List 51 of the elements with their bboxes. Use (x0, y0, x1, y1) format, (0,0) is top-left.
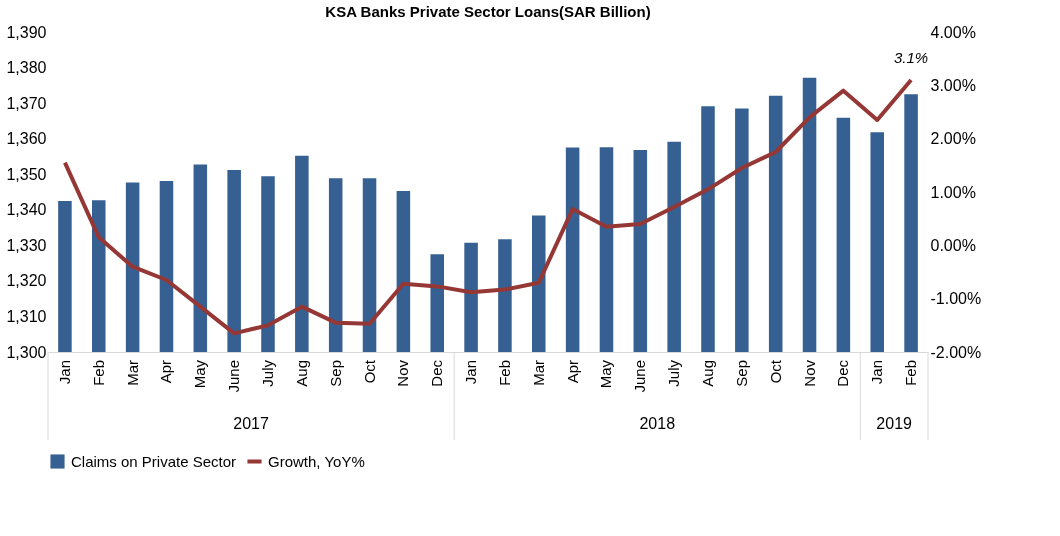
y2-tick-label: 4.00% (930, 23, 976, 41)
y2-tick-label: -1.00% (930, 290, 982, 308)
x-tick-label: Feb (89, 360, 107, 386)
legend-label: Growth, YoY% (268, 452, 365, 470)
y-tick-label: 1,330 (6, 236, 47, 254)
x-tick-label: Aug (699, 360, 716, 387)
y2-tick-label: 2.00% (930, 130, 976, 148)
x-tick-label: Oct (766, 359, 784, 384)
y-tick-label: 1,390 (6, 23, 47, 41)
x-tick-label: May (597, 359, 615, 389)
y-tick-label: 1,370 (6, 94, 47, 112)
x-tick-label: July (259, 359, 276, 387)
x-tick-label: Mar (123, 360, 141, 386)
x-tick-label: Sep (326, 360, 344, 387)
text: 2019 (876, 415, 913, 432)
x-tick-label: Dec (428, 359, 446, 387)
text: 2018 (639, 415, 676, 432)
legend-label: Claims on Private Sector (71, 452, 237, 470)
x-tick-label: Jan (55, 360, 73, 385)
text: 2017 (233, 415, 269, 432)
y2-tick-label: 3.00% (930, 76, 976, 94)
x-tick-label: Feb (495, 360, 513, 386)
x-tick-label: July (665, 359, 683, 387)
data-label: 3.1% (893, 49, 929, 66)
x-tick-label: Apr (563, 360, 581, 384)
x-tick-label: Jan (462, 360, 480, 385)
x-tick-label: Feb (902, 360, 920, 386)
x-tick-label: Oct (360, 359, 378, 384)
y2-tick-label: -2.00% (930, 343, 982, 361)
x-tick-label: Apr (157, 360, 175, 384)
x-tick-label: Jan (868, 360, 886, 385)
y-tick-label: 1,310 (6, 307, 47, 325)
x-tick-label: Aug (292, 360, 310, 387)
x-tick-label: Nov (800, 359, 818, 387)
x-tick-label: Mar (529, 360, 547, 386)
y2-tick-label: 0.00% (930, 236, 976, 254)
y-tick-label: 1,340 (6, 201, 47, 219)
line-series (62, 78, 914, 336)
x-tick-label: May (191, 359, 209, 389)
x-tick-label: June (225, 360, 243, 393)
y-tick-label: 1,380 (6, 59, 47, 77)
y-tick-label: 1,320 (6, 272, 47, 290)
x-tick-label: Dec (834, 359, 852, 387)
x-tick-label: June (631, 360, 649, 393)
y-tick-label: 1,360 (6, 130, 47, 148)
x-tick-label: Nov (394, 359, 412, 387)
x-tick-label: Sep (732, 360, 750, 387)
y-tick-label: 1,300 (6, 343, 47, 361)
y2-tick-label: 1.00% (930, 183, 976, 201)
chart-title: KSA Banks Private Sector Loans(SAR Billion) (325, 3, 651, 20)
y-tick-label: 1,350 (6, 165, 47, 183)
